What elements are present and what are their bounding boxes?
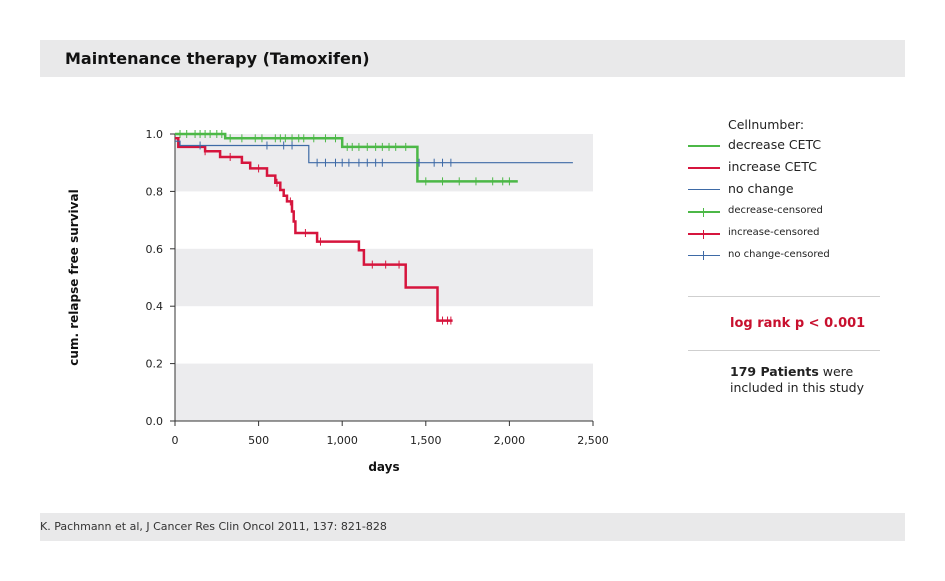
separator-top (688, 296, 880, 297)
axis-ticks: 0.0 0.2 0.4 0.6 0.8 1.0 0 500 1,000 1,500 2,000 2,5… (146, 128, 609, 447)
series-3 (175, 140, 573, 167)
legend-swatch (688, 251, 720, 260)
legend-censor-tick (703, 251, 704, 260)
legend-swatch (688, 230, 720, 239)
series-line (175, 132, 518, 183)
patients-count: 179 Patients (730, 364, 819, 379)
x-axis-title: days (368, 460, 399, 474)
x-tick-label: 1,500 (410, 434, 442, 447)
figure-footer: K. Pachmann et al, J Cancer Res Clin Onc… (40, 513, 905, 541)
series-1 (175, 130, 518, 186)
figure-title: Maintenance therapy (Tamoxifen) (65, 49, 370, 68)
legend-swatch (688, 145, 720, 147)
x-tick-label: 1,000 (326, 434, 358, 447)
x-tick-label: 0 (172, 434, 179, 447)
legend-label: increase-censored (728, 227, 820, 238)
grid-band (175, 363, 593, 421)
y-tick-label: 0.4 (146, 300, 164, 313)
grid-band (175, 248, 593, 307)
patients-note-text: were included in this study (730, 364, 865, 395)
chart-axes (174, 134, 593, 422)
y-tick-label: 1.0 (146, 128, 164, 141)
legend-label: decrease-censored (728, 205, 823, 216)
patients-note: 179 Patients were included in this study (730, 364, 900, 396)
legend-label: no change (728, 181, 794, 196)
legend-swatch (688, 167, 720, 169)
figure-header: Maintenance therapy (Tamoxifen) (40, 40, 905, 77)
survival-curves (175, 130, 573, 325)
y-tick-label: 0.8 (146, 185, 164, 198)
grid-bands (175, 134, 593, 421)
x-tick-label: 500 (248, 434, 269, 447)
legend-label: increase CETC (728, 159, 817, 174)
separator-bottom (688, 350, 880, 351)
figure-card: Maintenance therapy (Tamoxifen) 0.0 0.2 0.… (40, 40, 905, 541)
series-line (175, 140, 573, 164)
y-axis-title: cum. relapse free survival (67, 189, 81, 365)
y-tick-label: 0.6 (146, 243, 164, 256)
y-tick-label: 0.2 (146, 358, 164, 371)
legend-censor-tick (703, 230, 704, 239)
legend-swatch (688, 208, 720, 217)
y-tick-label: 0.0 (146, 415, 164, 428)
log-rank-stat: log rank p < 0.001 (730, 316, 866, 331)
citation: K. Pachmann et al, J Cancer Res Clin Onc… (40, 520, 387, 533)
x-tick-label: 2,000 (494, 434, 526, 447)
series-line (175, 137, 453, 322)
legend-title: Cellnumber: (728, 117, 805, 132)
legend-label: decrease CETC (728, 137, 822, 152)
series-2 (175, 137, 453, 325)
km-chart: 0.0 0.2 0.4 0.6 0.8 1.0 0 500 1,000 1,500 2,000 2,5… (67, 128, 609, 474)
legend-swatch (688, 189, 720, 190)
x-tick-label: 2,500 (577, 434, 609, 447)
legend-label: no change-censored (728, 249, 830, 260)
legend-censor-tick (703, 208, 704, 217)
